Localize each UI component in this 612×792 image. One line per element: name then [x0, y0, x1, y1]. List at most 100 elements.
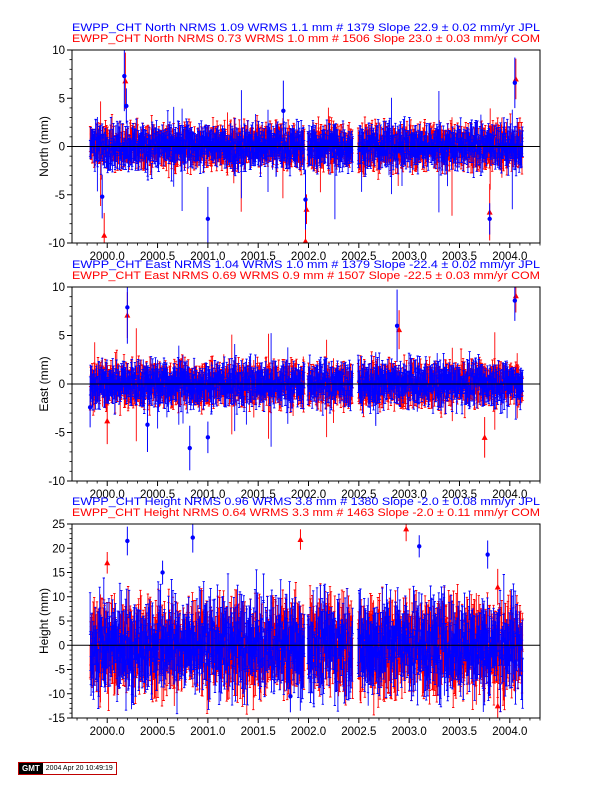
outlier-point-com — [494, 584, 501, 590]
header-jpl: EWPP_CHT East NRMS 1.04 WRMS 1.0 mm # 13… — [72, 259, 540, 271]
header-com: EWPP_CHT Height NRMS 0.64 WRMS 3.3 mm # … — [72, 507, 540, 519]
x-tick-label: 2000.5 — [140, 726, 175, 738]
header-jpl: EWPP_CHT North NRMS 1.09 WRMS 1.1 mm # 1… — [72, 22, 540, 34]
y-tick-label: -5 — [55, 190, 65, 202]
outlier-point-jpl — [87, 405, 93, 410]
x-tick-label: 2004.0 — [492, 726, 527, 738]
outlier-point-jpl — [99, 194, 105, 199]
outlier-point-jpl — [124, 103, 129, 109]
outlier-point-jpl — [205, 435, 211, 440]
panel-height: EWPP_CHT Height NRMS 0.96 WRMS 3.8 mm # … — [37, 496, 541, 738]
x-tick-label: 2001.0 — [190, 489, 225, 501]
outlier-point-jpl — [187, 445, 192, 451]
y-tick-label: 0 — [59, 640, 65, 652]
outlier-point-jpl — [485, 552, 490, 557]
outlier-point-com — [104, 417, 111, 424]
y-tick-label: 15 — [52, 568, 65, 580]
outlier-point-jpl — [288, 693, 293, 699]
gmt-logo: GMT — [19, 763, 43, 774]
y-tick-label: 20 — [52, 543, 65, 555]
outlier-point-com — [494, 702, 501, 709]
series-jpl-errorbars — [88, 351, 524, 420]
x-tick-label: 2002.0 — [291, 726, 326, 738]
plot-timestamp: 2004 Apr 20 10:49:19 — [42, 763, 116, 774]
header-com: EWPP_CHT North NRMS 0.73 WRMS 1.0 mm # 1… — [72, 33, 540, 45]
y-tick-label: 10 — [52, 45, 65, 57]
outlier-point-jpl — [281, 108, 286, 113]
x-tick-label: 2000.0 — [90, 489, 125, 501]
outlier-point-jpl — [145, 422, 150, 427]
y-tick-label: 5 — [59, 616, 65, 628]
x-tick-label: 2000.0 — [90, 726, 125, 738]
header-jpl: EWPP_CHT Height NRMS 0.96 WRMS 3.8 mm # … — [72, 496, 540, 508]
data-area — [87, 287, 524, 471]
series-jpl-errorbars — [88, 110, 524, 182]
y-axis-label: East (mm) — [37, 356, 51, 411]
y-axis-label: Height (mm) — [37, 588, 51, 654]
x-tick-label: 2002.5 — [341, 726, 376, 738]
outlier-point-com — [512, 75, 519, 82]
x-tick-label: 2001.5 — [241, 726, 276, 738]
x-tick-label: 2000.5 — [140, 251, 175, 263]
outlier-point-com — [481, 434, 488, 440]
y-tick-label: -5 — [55, 665, 65, 677]
x-tick-label: 2000.5 — [140, 489, 175, 501]
header-com: EWPP_CHT East NRMS 0.69 WRMS 0.9 mm # 15… — [72, 270, 540, 282]
x-tick-label: 2003.0 — [392, 489, 427, 501]
y-tick-label: -5 — [55, 428, 65, 440]
outlier-point-jpl — [417, 544, 422, 549]
outlier-point-com — [104, 559, 111, 566]
x-tick-label: 2003.0 — [392, 251, 427, 263]
x-tick-label: 2001.5 — [241, 489, 276, 501]
x-tick-label: 2001.5 — [241, 251, 276, 263]
data-area — [88, 50, 524, 243]
y-tick-label: 0 — [59, 379, 65, 391]
x-tick-label: 2001.0 — [190, 726, 225, 738]
outlier-point-com — [403, 525, 410, 532]
x-tick-label: 2002.5 — [341, 489, 376, 501]
outlier-point-jpl — [303, 197, 308, 202]
y-tick-label: 5 — [59, 93, 65, 105]
outlier-point-jpl — [122, 73, 127, 79]
outlier-point-jpl — [125, 538, 130, 544]
outlier-point-com — [396, 326, 403, 333]
outlier-point-jpl — [512, 80, 518, 86]
y-tick-label: -10 — [48, 476, 65, 488]
outlier-point-jpl — [512, 298, 518, 303]
y-tick-label: -10 — [48, 238, 65, 250]
y-tick-label: 10 — [52, 282, 65, 294]
outlier-point-com — [101, 232, 108, 238]
x-tick-label: 2004.0 — [492, 251, 527, 263]
outlier-point-jpl — [205, 216, 211, 222]
outlier-point-jpl — [487, 216, 492, 222]
outlier-point-jpl — [125, 305, 130, 310]
outlier-point-jpl — [190, 535, 195, 540]
outlier-point-jpl — [160, 570, 165, 575]
data-area — [88, 524, 524, 718]
y-tick-label: 5 — [59, 331, 65, 343]
x-tick-label: 2003.5 — [442, 726, 477, 738]
outlier-point-com — [297, 536, 304, 543]
x-tick-label: 2003.5 — [442, 251, 477, 263]
outlier-point-com — [302, 238, 309, 243]
y-tick-label: 10 — [52, 592, 65, 604]
outlier-point-jpl — [394, 323, 400, 328]
y-tick-label: 0 — [59, 142, 65, 154]
y-axis-label: North (mm) — [37, 116, 51, 177]
panel-east: EWPP_CHT East NRMS 1.04 WRMS 1.0 mm # 13… — [37, 259, 541, 501]
gmt-timestamp-stamp: GMT 2004 Apr 20 10:49:19 — [18, 762, 117, 775]
x-tick-label: 2001.0 — [190, 251, 225, 263]
x-tick-label: 2002.5 — [341, 251, 376, 263]
outlier-point-com — [303, 206, 310, 212]
x-tick-label: 2003.0 — [392, 726, 427, 738]
x-tick-label: 2003.5 — [442, 489, 477, 501]
outlier-point-com — [122, 77, 129, 84]
x-tick-label: 2002.0 — [291, 251, 326, 263]
series-jpl-long-errorbars — [96, 90, 513, 220]
y-tick-label: -15 — [48, 713, 65, 725]
x-tick-label: 2002.0 — [291, 489, 326, 501]
outlier-point-com — [512, 292, 519, 299]
panel-north: EWPP_CHT North NRMS 1.09 WRMS 1.1 mm # 1… — [37, 22, 541, 263]
x-tick-label: 2000.0 — [90, 251, 125, 263]
